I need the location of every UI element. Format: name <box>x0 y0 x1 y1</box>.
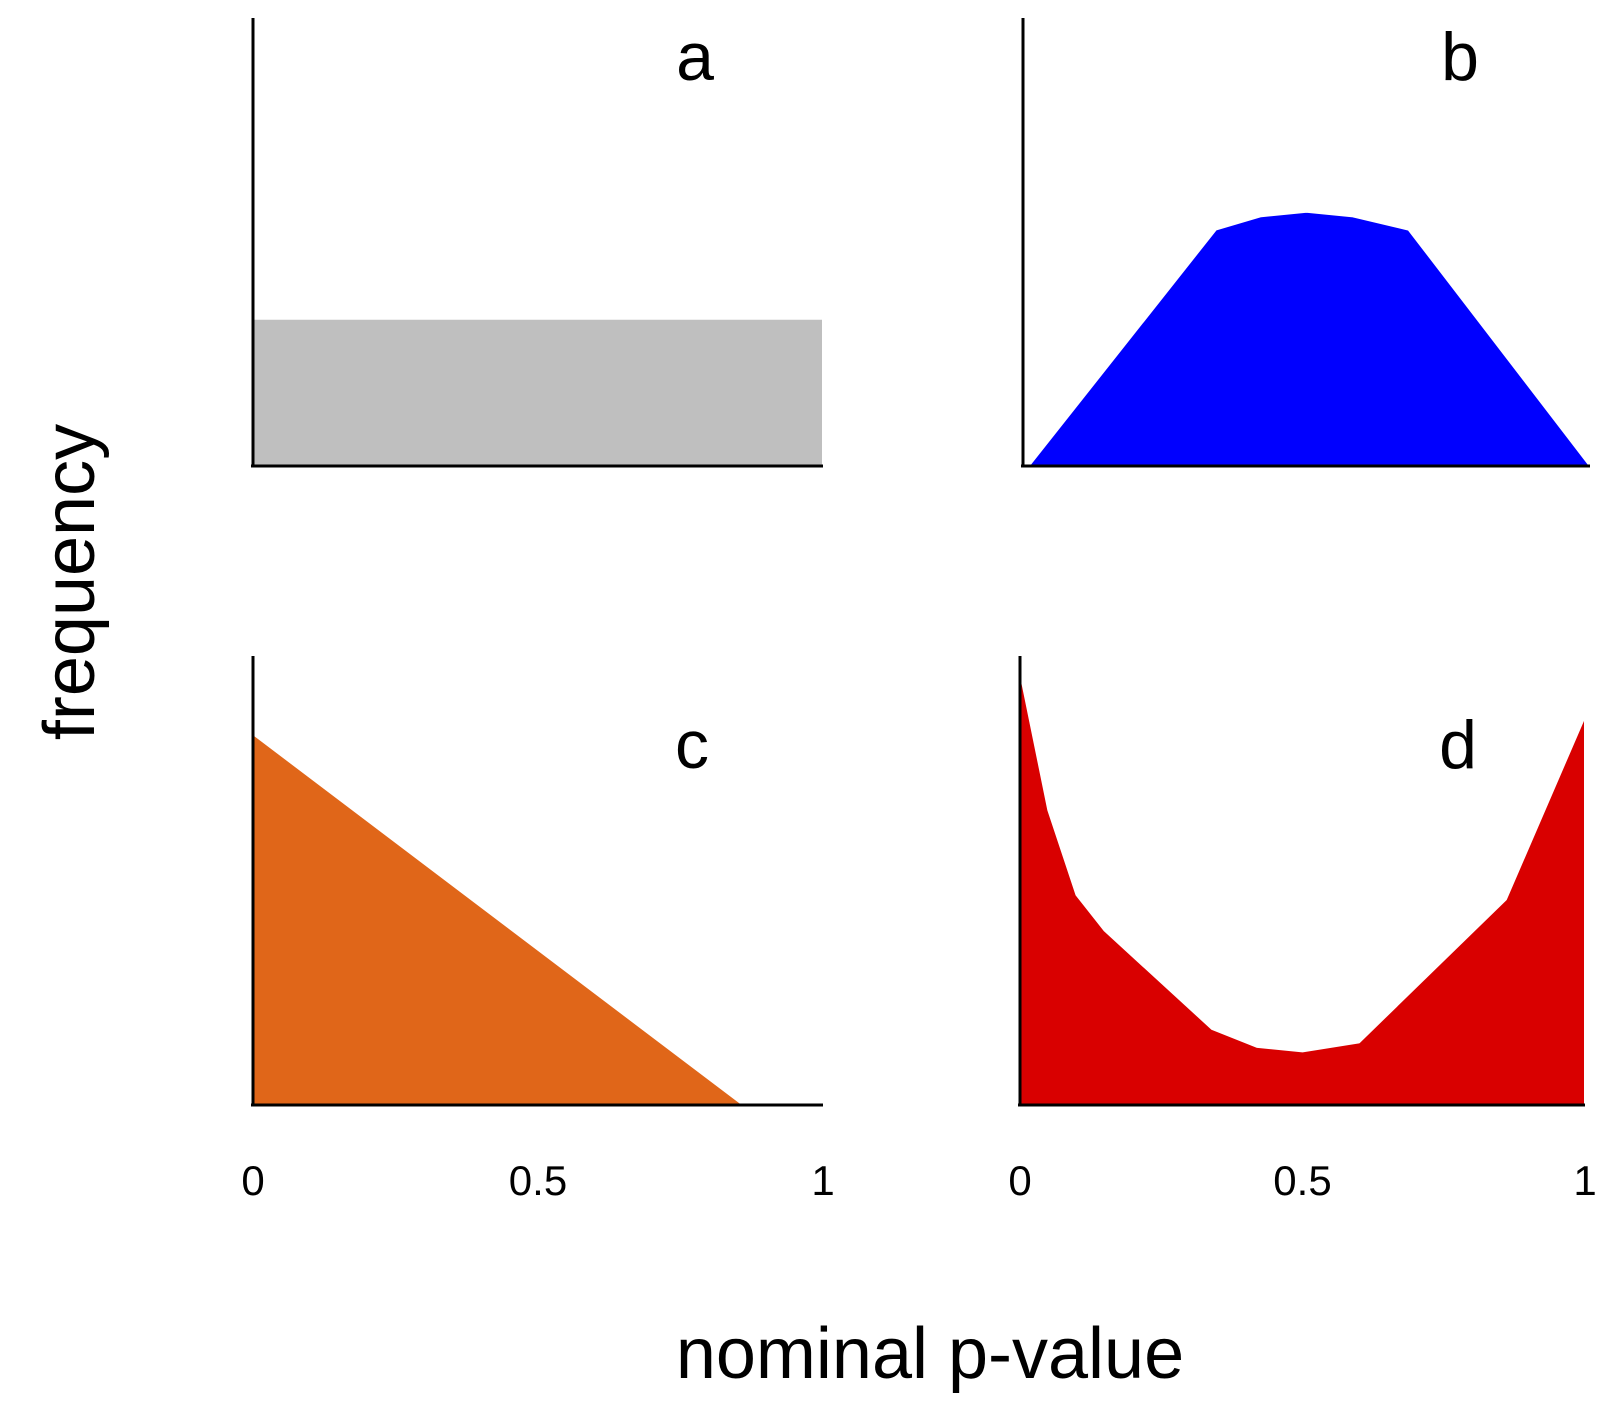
x-axis-title: nominal p-value <box>676 1314 1184 1394</box>
x-tick-label-c: 0 <box>241 1157 264 1204</box>
x-tick-label-d: 1 <box>1573 1157 1596 1204</box>
area-d <box>1019 670 1586 1106</box>
panel-b: b <box>1021 18 1591 468</box>
x-tick-label-d: 0 <box>1008 1157 1031 1204</box>
x-tick-label-d: 0.5 <box>1273 1157 1331 1204</box>
area-c <box>252 733 745 1106</box>
panel-d: d 0 0.5 1 <box>1008 656 1597 1204</box>
panel-a: a <box>251 18 824 468</box>
area-a <box>252 317 824 467</box>
x-tick-label-c: 0.5 <box>509 1157 567 1204</box>
y-axis-title: frequency <box>30 424 110 740</box>
panels: a b c 0 0.5 1 d 0 0.5 1 <box>241 18 1597 1204</box>
panel-label-d: d <box>1439 707 1477 783</box>
panel-c: c 0 0.5 1 <box>241 656 835 1204</box>
area-b <box>1027 210 1591 467</box>
panel-label-c: c <box>675 707 709 783</box>
panel-label-a: a <box>676 19 714 95</box>
x-tick-label-c: 1 <box>811 1157 834 1204</box>
panel-label-b: b <box>1441 19 1479 95</box>
